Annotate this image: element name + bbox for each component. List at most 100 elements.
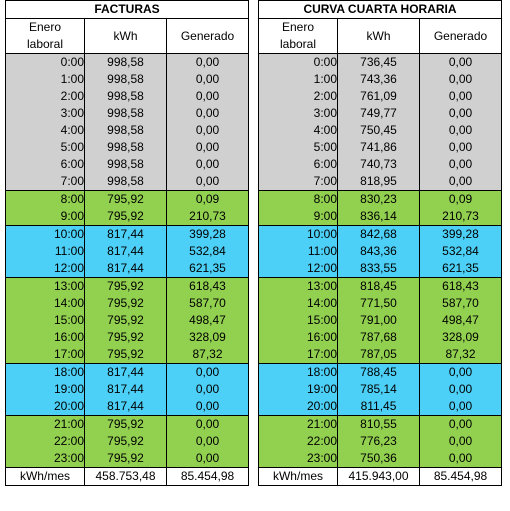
hour-cell: 12:00 — [258, 260, 338, 278]
col-header-period: Enero laboral — [258, 18, 338, 54]
table-row: 17:00 795,92 87,32 — [5, 346, 250, 364]
generado-cell: 0,00 — [165, 433, 250, 450]
hour-cell: 16:00 — [258, 329, 338, 346]
table-row: 0:00 736,45 0,00 — [258, 53, 503, 71]
col-header-kwh: kWh — [84, 18, 167, 54]
table-row: 15:00 795,92 498,47 — [5, 312, 250, 329]
table-row: 5:00 741,86 0,00 — [258, 139, 503, 156]
kwh-cell: 817,44 — [84, 363, 167, 381]
kwh-cell: 740,73 — [337, 156, 420, 173]
hour-cell: 8:00 — [258, 190, 338, 208]
kwh-cell: 817,44 — [84, 243, 167, 260]
curva-cuarta-horaria-table: CURVA CUARTA HORARIA Enero laboral kWh Ge… — [257, 0, 503, 486]
generado-cell: 0,00 — [165, 105, 250, 122]
hour-cell: 9:00 — [258, 208, 338, 226]
generado-cell: 328,09 — [165, 329, 250, 346]
kwh-cell: 836,14 — [337, 208, 420, 226]
table-row: 3:00 749,77 0,00 — [258, 105, 503, 122]
table-title: FACTURAS — [4, 0, 250, 19]
hour-cell: 9:00 — [5, 208, 85, 226]
hour-cell: 14:00 — [258, 295, 338, 312]
col-header-kwh: kWh — [337, 18, 420, 54]
table-title: CURVA CUARTA HORARIA — [257, 0, 503, 19]
hour-cell: 5:00 — [5, 139, 85, 156]
generado-cell: 532,84 — [165, 243, 250, 260]
generado-cell: 0,00 — [418, 415, 503, 433]
kwh-cell: 749,77 — [337, 105, 420, 122]
generado-cell: 0,00 — [165, 139, 250, 156]
table-row: 9:00 795,92 210,73 — [5, 208, 250, 226]
kwh-cell: 818,95 — [337, 173, 420, 191]
table-row: 11:00 843,36 532,84 — [258, 243, 503, 260]
generado-cell: 0,00 — [165, 398, 250, 416]
hour-cell: 6:00 — [258, 156, 338, 173]
generado-cell: 0,00 — [418, 71, 503, 88]
generado-cell: 399,28 — [418, 225, 503, 243]
kwh-cell: 833,55 — [337, 260, 420, 278]
table-row: 11:00 817,44 532,84 — [5, 243, 250, 260]
hour-cell: 5:00 — [258, 139, 338, 156]
kwh-cell: 998,58 — [84, 105, 167, 122]
generado-cell: 621,35 — [418, 260, 503, 278]
kwh-cell: 788,45 — [337, 363, 420, 381]
hour-cell: 2:00 — [5, 88, 85, 105]
generado-cell: 0,00 — [165, 381, 250, 398]
table-row: 16:00 787,68 328,09 — [258, 329, 503, 346]
kwh-cell: 795,92 — [84, 295, 167, 312]
generado-cell: 0,00 — [418, 450, 503, 468]
footer-generado: 85.454,98 — [418, 467, 503, 486]
generado-cell: 0,00 — [418, 139, 503, 156]
table-row: 4:00 750,45 0,00 — [258, 122, 503, 139]
generado-cell: 210,73 — [165, 208, 250, 226]
table-row: 10:00 842,68 399,28 — [258, 225, 503, 243]
table-row: 0:00 998,58 0,00 — [5, 53, 250, 71]
hour-cell: 13:00 — [258, 277, 338, 295]
kwh-cell: 843,36 — [337, 243, 420, 260]
generado-cell: 0,00 — [418, 156, 503, 173]
kwh-cell: 811,45 — [337, 398, 420, 416]
generado-cell: 87,32 — [165, 346, 250, 364]
kwh-cell: 795,92 — [84, 329, 167, 346]
kwh-cell: 818,45 — [337, 277, 420, 295]
hour-cell: 22:00 — [258, 433, 338, 450]
generado-cell: 618,43 — [165, 277, 250, 295]
table-row: 2:00 998,58 0,00 — [5, 88, 250, 105]
table-row: 3:00 998,58 0,00 — [5, 105, 250, 122]
hour-cell: 8:00 — [5, 190, 85, 208]
table-row: 13:00 818,45 618,43 — [258, 277, 503, 295]
hour-cell: 10:00 — [5, 225, 85, 243]
kwh-cell: 817,44 — [84, 398, 167, 416]
hour-cell: 3:00 — [258, 105, 338, 122]
kwh-cell: 817,44 — [84, 225, 167, 243]
footer-kwh: 415.943,00 — [337, 467, 420, 486]
table-row: 14:00 771,50 587,70 — [258, 295, 503, 312]
footer-label: kWh/mes — [258, 467, 338, 486]
hour-cell: 13:00 — [5, 277, 85, 295]
generado-cell: 0,00 — [418, 173, 503, 191]
table-row: 15:00 791,00 498,47 — [258, 312, 503, 329]
hour-cell: 15:00 — [258, 312, 338, 329]
generado-cell: 0,00 — [418, 381, 503, 398]
generado-cell: 0,00 — [165, 415, 250, 433]
hour-cell: 6:00 — [5, 156, 85, 173]
kwh-cell: 787,05 — [337, 346, 420, 364]
table-row: 13:00 795,92 618,43 — [5, 277, 250, 295]
generado-cell: 0,00 — [418, 53, 503, 71]
kwh-cell: 795,92 — [84, 208, 167, 226]
facturas-table: FACTURAS Enero laboral kWh Generado 0:00 9… — [4, 0, 250, 486]
hour-cell: 18:00 — [258, 363, 338, 381]
table-row: 1:00 743,36 0,00 — [258, 71, 503, 88]
hour-cell: 0:00 — [5, 53, 85, 71]
generado-cell: 0,00 — [418, 122, 503, 139]
table-row: 20:00 817,44 0,00 — [5, 398, 250, 416]
table-row: 21:00 810,55 0,00 — [258, 415, 503, 433]
hour-cell: 10:00 — [258, 225, 338, 243]
generado-cell: 87,32 — [418, 346, 503, 364]
table-row: 6:00 740,73 0,00 — [258, 156, 503, 173]
kwh-cell: 795,92 — [84, 312, 167, 329]
table-row: 19:00 817,44 0,00 — [5, 381, 250, 398]
kwh-cell: 817,44 — [84, 381, 167, 398]
hour-cell: 20:00 — [258, 398, 338, 416]
col-header-generado: Generado — [418, 18, 503, 54]
